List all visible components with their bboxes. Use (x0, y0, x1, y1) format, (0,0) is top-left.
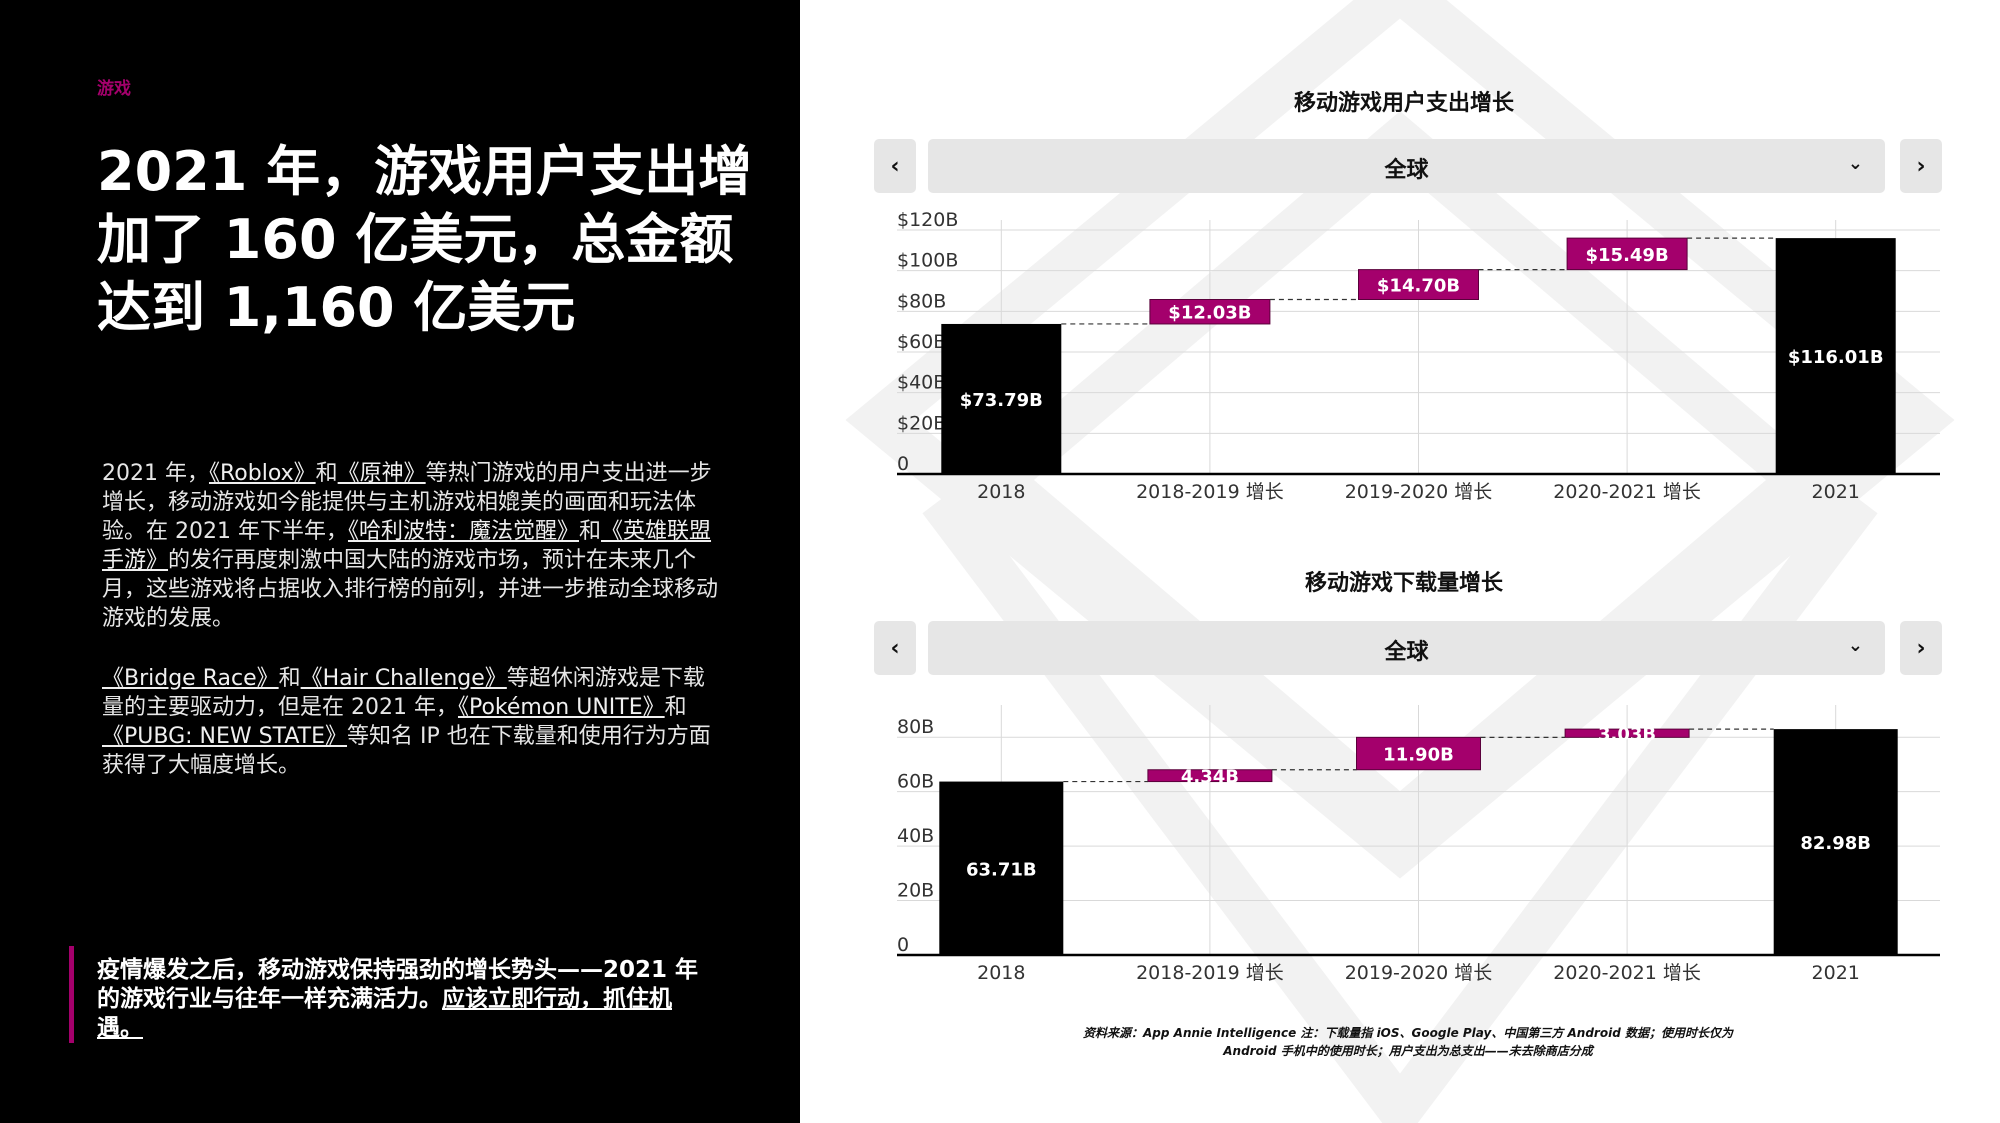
quote-accent-bar (69, 946, 74, 1043)
left-panel: 游戏 2021 年，游戏用户支出增加了 160 亿美元，总金额达到 1,160 … (0, 0, 800, 1123)
body-paragraph-2: 《Bridge Race》和《Hair Challenge》等超休闲游戏是下载量… (102, 664, 722, 780)
data-label: 63.71B (966, 859, 1037, 880)
spend-region-select[interactable]: 全球 ⌄ (928, 139, 1885, 193)
act-now-link[interactable]: 应该立即行动，抓住机遇。 (97, 986, 672, 1041)
y-tick-label: 60B (897, 771, 934, 793)
x-tick-label: 2019-2020 增长 (1345, 962, 1493, 984)
data-label: 4.34B (1181, 767, 1239, 788)
downloads-waterfall-chart: 0 20B 40B 60B 80B 63.71B 4.34B 11.90B 3.03B 82.98… (897, 705, 1940, 984)
x-tick-label: 2021 (1812, 962, 1860, 984)
source-note-line-2: Android 手机中的使用时长；用户支出为总支出——未去除商店分成 (1223, 1044, 1593, 1058)
chevron-right-icon: › (1916, 153, 1926, 179)
downloads-region-label: 全球 (1384, 640, 1429, 665)
data-label: $12.03B (1168, 303, 1251, 324)
para2-text-2: 等超休闲游戏是下载量的主要驱动力，但是在 2021 年， (102, 666, 705, 720)
para2-text-3: 和 (664, 695, 687, 720)
x-tick-label: 2018-2019 增长 (1136, 481, 1284, 503)
growth-bar (1356, 736, 1481, 771)
source-note: 资料来源：App Annie Intelligence 注：下载量指 iOS、G… (1028, 1024, 1788, 1060)
para2-text-4: 等知名 IP 也在下载量和使用行为方面获得了大幅度增长。 (102, 724, 711, 778)
data-label: 11.90B (1383, 745, 1454, 766)
x-tick-label: 2020-2021 增长 (1553, 962, 1701, 984)
y-tick-label: 0 (897, 453, 909, 475)
total-bar (941, 323, 1062, 474)
data-label: 82.98B (1800, 833, 1871, 854)
data-label: $14.70B (1377, 276, 1460, 297)
x-tick-label: 2018 (977, 962, 1025, 984)
y-tick-label: 80B (897, 716, 934, 738)
y-tick-label: 20B (897, 880, 934, 902)
y-tick-label: $20B (897, 412, 946, 434)
y-tick-label: $120B (897, 210, 958, 231)
spend-waterfall-chart: 0 $20B $40B $60B $80B $100B $120B $73.79B $12.03… (897, 210, 1940, 503)
quote-text: 疫情爆发之后，移动游戏保持强劲的增长势头——2021 年的游戏行业与往年一样充满… (97, 957, 699, 1012)
league-of-legends-link[interactable]: 《英雄联盟手游》 (102, 519, 712, 573)
x-tick-label: 2019-2020 增长 (1345, 481, 1493, 503)
growth-bar (1564, 728, 1690, 738)
spend-prev-button[interactable]: ‹ (874, 139, 916, 193)
hair-challenge-link[interactable]: 《Hair Challenge》 (300, 666, 507, 691)
spend-next-button[interactable]: › (1900, 139, 1942, 193)
harry-potter-link[interactable]: 《哈利波特：魔法觉醒》 (347, 519, 579, 544)
total-bar (1773, 729, 1898, 955)
growth-bar (1149, 298, 1271, 325)
chevron-left-icon: ‹ (890, 635, 900, 661)
x-tick-label: 2018 (977, 481, 1025, 503)
para1-text-2: 和 (315, 461, 338, 486)
total-bar (939, 781, 1064, 955)
x-tick-label: 2021 (1812, 481, 1860, 503)
growth-bar (1358, 269, 1479, 300)
para1-text-1: 2021 年， (102, 461, 209, 486)
chevron-down-icon: ⌄ (1847, 635, 1863, 656)
downloads-region-select[interactable]: 全球 ⌄ (928, 621, 1885, 675)
chevron-right-icon: › (1916, 635, 1926, 661)
pubg-new-state-link[interactable]: 《PUBG: NEW STATE》 (102, 724, 348, 749)
para1-text-3: 等热门游戏的用户支出进一步增长，移动游戏如今能提供与主机游戏相媲美的画面和玩法体… (102, 461, 712, 544)
growth-bar (1566, 237, 1688, 271)
y-tick-label: $60B (897, 331, 946, 353)
downloads-next-button[interactable]: › (1900, 621, 1942, 675)
background-logo-watermark (845, 0, 1955, 1123)
spend-region-label: 全球 (1384, 158, 1429, 183)
y-tick-label: $40B (897, 372, 946, 394)
right-panel: 移动游戏用户支出增长 ‹ 全球 ⌄ › 0 $20B $40B $60B $80B $10… (800, 0, 2000, 1123)
genshin-link[interactable]: 《原神》 (337, 461, 426, 486)
y-tick-label: 40B (897, 825, 934, 847)
source-note-line-1: 资料来源：App Annie Intelligence 注：下载量指 iOS、G… (1083, 1026, 1733, 1040)
section-tag: 游戏 (97, 79, 131, 99)
chevron-down-icon: ⌄ (1847, 153, 1863, 174)
data-label: $15.49B (1586, 245, 1669, 266)
downloads-chart-title: 移动游戏下载量增长 (1304, 571, 1503, 596)
page-title: 2021 年，游戏用户支出增加了 160 亿美元，总金额达到 1,160 亿美元 (97, 140, 753, 339)
pull-quote: 疫情爆发之后，移动游戏保持强劲的增长势头——2021 年的游戏行业与往年一样充满… (97, 956, 717, 1043)
para1-text-4: 和 (579, 519, 602, 544)
y-tick-label: $80B (897, 290, 946, 312)
downloads-prev-button[interactable]: ‹ (874, 621, 916, 675)
bridge-race-link[interactable]: 《Bridge Race》 (102, 666, 279, 691)
x-tick-label: 2018-2019 增长 (1136, 962, 1284, 984)
para2-text-1: 和 (278, 666, 301, 691)
x-tick-label: 2020-2021 增长 (1553, 481, 1701, 503)
pokemon-unite-link[interactable]: 《Pokémon UNITE》 (457, 695, 665, 720)
y-tick-label: 0 (897, 934, 909, 956)
data-label: 3.03B (1598, 724, 1656, 745)
para1-text-5: 的发行再度刺激中国大陆的游戏市场，预计在未来几个月，这些游戏将占据收入排行榜的前… (102, 548, 719, 631)
growth-bar (1147, 769, 1273, 783)
body-paragraph-1: 2021 年，《Roblox》和《原神》等热门游戏的用户支出进一步增长，移动游戏… (102, 459, 722, 633)
y-tick-label: $100B (897, 250, 958, 272)
chevron-left-icon: ‹ (890, 153, 900, 179)
data-label: $116.01B (1788, 347, 1884, 368)
total-bar (1775, 238, 1896, 474)
data-label: $73.79B (960, 390, 1043, 411)
spend-chart-title: 移动游戏用户支出增长 (1293, 91, 1514, 116)
roblox-link[interactable]: 《Roblox》 (208, 461, 316, 486)
